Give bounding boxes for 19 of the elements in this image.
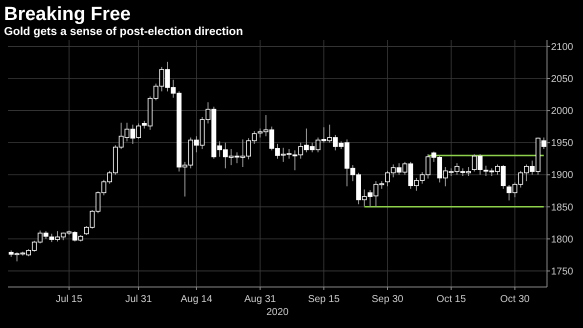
x-tick-label: Jul 15 <box>56 294 83 305</box>
y-tick-label: 2050 <box>551 74 574 85</box>
chart-subtitle: Gold gets a sense of post-election direction <box>4 26 243 38</box>
x-tick-label: Jul 31 <box>125 294 152 305</box>
x-tick-label: Aug 14 <box>180 294 213 305</box>
y-tick-label: 1750 <box>551 266 574 278</box>
y-tick-label: 2000 <box>551 106 574 118</box>
x-tick-label: Aug 31 <box>244 294 276 305</box>
x-tick-label: Oct 15 <box>436 294 466 305</box>
y-tick-label: 1800 <box>551 234 574 246</box>
x-tick-label: Oct 30 <box>500 294 530 305</box>
y-tick-label: 2100 <box>551 42 574 53</box>
x-tick-label: Sep 15 <box>308 294 340 305</box>
y-tick-label: 1850 <box>551 202 574 214</box>
y-tick-label: 1950 <box>551 138 574 150</box>
chart-title: Breaking Free <box>4 4 131 25</box>
y-tick-label: 1900 <box>551 170 574 182</box>
x-tick-label: Sep 30 <box>372 294 404 305</box>
x-axis-title: 2020 <box>266 307 290 318</box>
